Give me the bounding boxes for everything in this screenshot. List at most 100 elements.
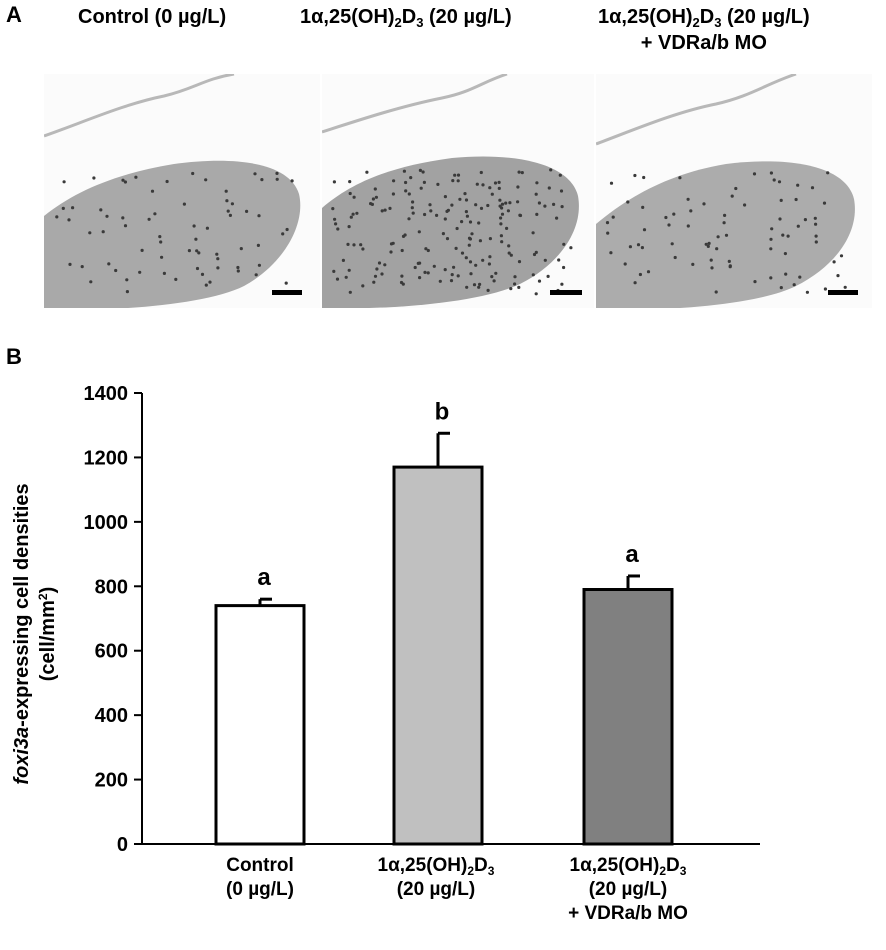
cell-dot	[257, 214, 261, 218]
cell-dot	[753, 280, 757, 284]
micrograph-vitd-svg	[322, 74, 582, 308]
cell-dot	[411, 200, 415, 204]
cell-dot	[456, 274, 460, 278]
cell-dot	[534, 292, 538, 296]
cell-dot	[534, 192, 538, 196]
cell-dot	[642, 228, 647, 232]
x-tick-label-vitd-line2: (20 µg/L)	[396, 879, 476, 900]
cell-dot	[348, 290, 352, 294]
x-tick-vitdmo-sub2: 3	[679, 864, 687, 878]
cell-dot	[204, 178, 208, 182]
cell-dot	[333, 217, 337, 221]
cell-dot	[410, 206, 414, 210]
cell-dot	[513, 275, 517, 279]
cell-dot	[638, 272, 642, 277]
bar-chart: 0 200 400 600 800 1000 1200 1400 a b a foxi3a-expr…	[0, 360, 886, 950]
cell-dot	[257, 263, 261, 267]
cell-dot	[228, 213, 232, 217]
cell-dot	[636, 243, 641, 247]
cell-dot	[347, 268, 351, 272]
cell-dot	[174, 277, 178, 281]
cell-dot	[426, 248, 430, 253]
cell-dot	[552, 202, 556, 206]
y-tick-label: 400	[95, 705, 128, 727]
cell-dot	[486, 203, 490, 208]
significance-letter: a	[257, 564, 271, 591]
cell-dot	[670, 242, 674, 246]
cell-dot	[562, 242, 566, 246]
cell-dot	[450, 273, 454, 277]
x-tick-label-vitd-mo-line1: 1α,25(OH)2D3	[528, 854, 728, 878]
cell-dot	[832, 260, 836, 264]
cell-dot	[475, 182, 479, 186]
cell-dot	[392, 179, 396, 183]
cell-dot	[121, 178, 125, 182]
cell-dot	[769, 247, 773, 251]
cell-dot	[99, 208, 103, 212]
cell-dot	[374, 195, 378, 199]
x-tick-label-vitd-line1: 1α,25(OH)2D3	[336, 854, 536, 878]
cell-dot	[509, 287, 513, 291]
x-tick-vitdmo-sub1: 2	[659, 864, 667, 878]
significance-letter: b	[435, 398, 450, 425]
cell-dot	[786, 234, 790, 238]
image-2-title-post: (20 µg/L)	[423, 6, 512, 28]
y-axis-label: foxi3a-expressing cell densities (cell/m…	[9, 469, 65, 799]
cell-dot	[236, 265, 240, 270]
cell-dot	[728, 265, 732, 269]
cell-dot	[810, 186, 815, 190]
cell-dot	[507, 251, 511, 255]
cell-dot	[743, 203, 747, 207]
cell-dot	[504, 201, 508, 205]
cell-dot	[215, 252, 219, 256]
cell-dot	[452, 265, 456, 269]
cell-dot	[411, 211, 415, 215]
cell-dot	[486, 288, 490, 292]
cell-dot	[537, 201, 541, 205]
cell-dot	[633, 173, 637, 178]
cell-dot	[779, 286, 783, 290]
cell-dot	[423, 270, 427, 274]
cell-dot	[432, 264, 436, 268]
cell-dot	[706, 244, 710, 248]
y-tick-label: 0	[117, 834, 128, 856]
cell-dot	[349, 215, 353, 219]
cell-dot	[500, 240, 504, 244]
cell-dot	[346, 242, 350, 246]
cell-dot	[403, 233, 407, 237]
cell-dot	[543, 204, 547, 208]
micrograph-vitd	[322, 74, 594, 308]
cell-dot	[208, 280, 212, 284]
cell-dot	[404, 189, 408, 193]
bar	[214, 604, 306, 846]
cell-dot	[71, 206, 75, 210]
cell-dot	[543, 258, 547, 262]
scale-bar-vitd	[550, 290, 582, 295]
cell-dot	[813, 216, 817, 220]
cell-dot	[490, 192, 494, 196]
cell-dot	[239, 247, 243, 251]
cell-dot	[254, 273, 258, 277]
cell-dot	[499, 234, 503, 238]
cell-dot	[493, 181, 498, 185]
bar-chart-svg: 0 200 400 600 800 1000 1200 1400 a b a	[84, 383, 760, 856]
cell-dot	[275, 177, 279, 181]
cell-dot	[347, 225, 351, 229]
cell-dot	[285, 227, 289, 232]
x-tick-vitd-mid: D	[474, 855, 488, 876]
cell-dot	[689, 209, 693, 213]
cell-dot	[449, 279, 454, 283]
image-2-title-sub1: 2	[394, 15, 402, 30]
cell-dot	[628, 245, 632, 249]
cell-dot	[290, 179, 294, 183]
cell-dot	[383, 208, 387, 212]
cell-dot	[435, 213, 439, 217]
cell-dot	[609, 181, 614, 185]
cell-dot	[478, 282, 482, 286]
cell-dot	[488, 186, 492, 190]
cell-dot	[409, 176, 413, 180]
cell-dot	[187, 249, 191, 253]
x-tick-label-vitd-mo-line3: + VDRa/b MO	[568, 903, 688, 924]
cell-dot	[371, 197, 375, 201]
cell-dot	[534, 250, 538, 254]
